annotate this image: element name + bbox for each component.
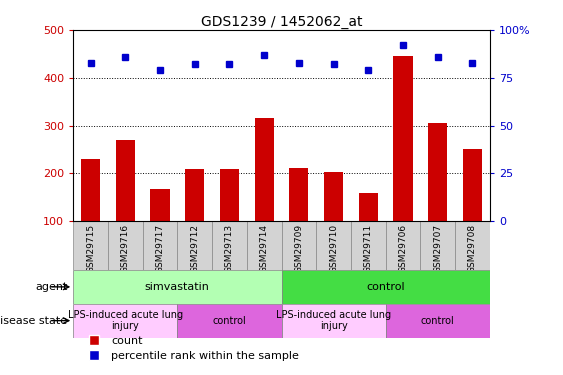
- Bar: [177, 221, 212, 270]
- Bar: [324, 172, 343, 221]
- Bar: [282, 270, 490, 304]
- Text: GSM29715: GSM29715: [86, 224, 95, 273]
- Text: GSM29716: GSM29716: [121, 224, 129, 273]
- Text: GSM29708: GSM29708: [468, 224, 477, 273]
- Bar: [108, 221, 142, 270]
- Bar: [282, 221, 316, 270]
- Bar: [254, 118, 274, 221]
- Bar: [394, 56, 413, 221]
- Bar: [220, 169, 239, 221]
- Bar: [150, 189, 169, 221]
- Bar: [177, 304, 282, 338]
- Text: GSM29706: GSM29706: [399, 224, 408, 273]
- Bar: [73, 304, 177, 338]
- Text: GSM29717: GSM29717: [155, 224, 164, 273]
- Bar: [455, 221, 490, 270]
- Text: agent: agent: [35, 282, 68, 292]
- Bar: [282, 304, 386, 338]
- Bar: [316, 221, 351, 270]
- Text: GSM29714: GSM29714: [260, 224, 269, 273]
- Text: control: control: [421, 316, 454, 326]
- Bar: [212, 221, 247, 270]
- Bar: [73, 270, 282, 304]
- Text: LPS-induced acute lung
injury: LPS-induced acute lung injury: [276, 310, 391, 332]
- Text: control: control: [213, 316, 246, 326]
- Text: GSM29707: GSM29707: [434, 224, 442, 273]
- Bar: [428, 123, 447, 221]
- Legend: count, percentile rank within the sample: count, percentile rank within the sample: [79, 331, 303, 366]
- Title: GDS1239 / 1452062_at: GDS1239 / 1452062_at: [201, 15, 362, 29]
- Bar: [421, 221, 455, 270]
- Bar: [359, 193, 378, 221]
- Bar: [185, 169, 204, 221]
- Bar: [142, 221, 177, 270]
- Bar: [247, 221, 282, 270]
- Bar: [386, 304, 490, 338]
- Bar: [463, 148, 482, 221]
- Text: control: control: [367, 282, 405, 292]
- Bar: [81, 159, 100, 221]
- Text: GSM29709: GSM29709: [294, 224, 303, 273]
- Text: GSM29711: GSM29711: [364, 224, 373, 273]
- Text: GSM29712: GSM29712: [190, 224, 199, 273]
- Text: GSM29710: GSM29710: [329, 224, 338, 273]
- Text: disease state: disease state: [0, 316, 68, 326]
- Text: LPS-induced acute lung
injury: LPS-induced acute lung injury: [68, 310, 183, 332]
- Bar: [386, 221, 421, 270]
- Text: simvastatin: simvastatin: [145, 282, 210, 292]
- Bar: [116, 140, 135, 221]
- Bar: [289, 168, 309, 221]
- Text: GSM29713: GSM29713: [225, 224, 234, 273]
- Bar: [351, 221, 386, 270]
- Bar: [73, 221, 108, 270]
